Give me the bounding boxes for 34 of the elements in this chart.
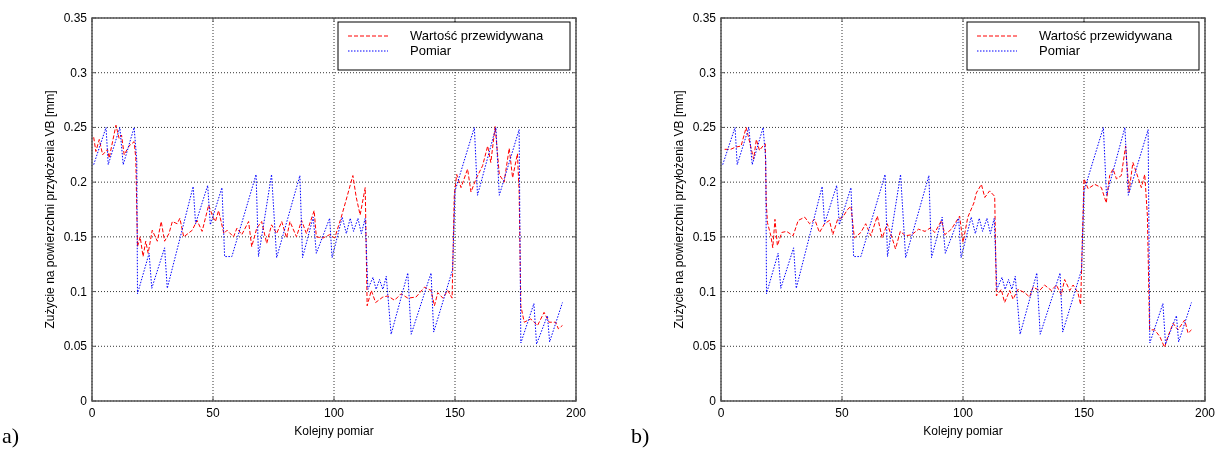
x-tick-label: 100 [323, 406, 345, 420]
y-tick-label: 0.05 [692, 339, 717, 354]
y-tick-label: 0 [80, 394, 88, 408]
y-axis-title: Zużycie na powierzchni przyłożenia VB [mm] [672, 90, 686, 329]
y-tick-label: 0.35 [692, 11, 717, 25]
x-tick-label: 50 [835, 406, 849, 420]
y-tick-label: 0.1 [70, 284, 88, 299]
x-tick-label: 100 [952, 406, 974, 420]
legend-label: Wartość przewidywana [1039, 28, 1173, 43]
x-tick-label: 200 [565, 406, 587, 420]
y-tick-label: 0.2 [699, 175, 717, 190]
y-tick-label: 0.35 [63, 11, 88, 25]
x-axis-title: Kolejny pomiar [294, 424, 374, 438]
legend-label: Wartość przewidywana [410, 28, 544, 43]
y-tick-label: 0.25 [63, 120, 88, 135]
text: b) [631, 423, 650, 448]
y-tick-label: 0.1 [699, 284, 717, 299]
x-tick-label: 150 [1073, 406, 1095, 420]
y-axis-title: Zużycie na powierzchni przyłożenia VB [mm] [43, 90, 57, 329]
legend-label: Pomiar [410, 43, 452, 58]
y-tick-label: 0.25 [692, 120, 717, 135]
legend-label: Pomiar [1039, 43, 1081, 58]
x-axis-title: Kolejny pomiar [923, 424, 1003, 438]
x-tick-label: 150 [444, 406, 466, 420]
x-tick-label: 50 [206, 406, 220, 420]
y-tick-label: 0.15 [692, 229, 717, 244]
y-tick-label: 0 [709, 394, 717, 408]
x-tick-label: 200 [1194, 406, 1216, 420]
y-tick-label: 0.2 [70, 175, 88, 190]
y-tick-label: 0.3 [70, 65, 88, 80]
y-tick-label: 0.15 [63, 229, 88, 244]
y-tick-label: 0.3 [699, 65, 717, 80]
text: a) [2, 423, 20, 448]
y-tick-label: 0.05 [63, 339, 88, 354]
